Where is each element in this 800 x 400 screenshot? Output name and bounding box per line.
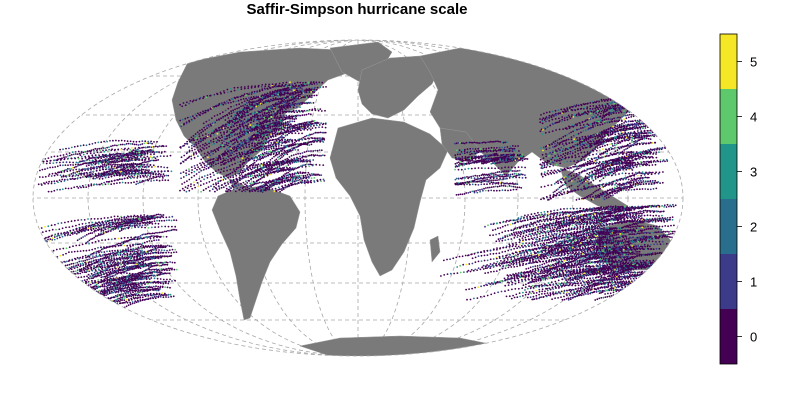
legend-swatch-0 [720,309,737,364]
legend-swatch-1 [720,254,737,309]
africa [329,117,449,277]
legend-swatch-3 [720,144,737,199]
legend-swatch-4 [720,89,737,144]
legend-tick-label: 4 [750,110,757,125]
legend-tick-label: 3 [750,165,757,180]
south-america [211,185,301,321]
legend-frame [719,33,738,365]
legend-tick-label: 5 [750,55,757,70]
legend-colorbar: 0 1 2 3 4 5 [719,33,757,365]
arabian-peninsula [439,127,481,163]
legend-tick-label: 0 [750,330,757,345]
madagascar [429,235,441,263]
hurricane-tracks [37,81,679,311]
legend-tick-label: 2 [750,220,757,235]
legend-swatch-2 [720,199,737,254]
europe [357,55,441,119]
globe-outline [32,39,684,357]
legend-tick-label: 1 [750,275,757,290]
legend-swatch-5 [720,34,737,89]
map-title: Saffir-Simpson hurricane scale [246,1,468,18]
